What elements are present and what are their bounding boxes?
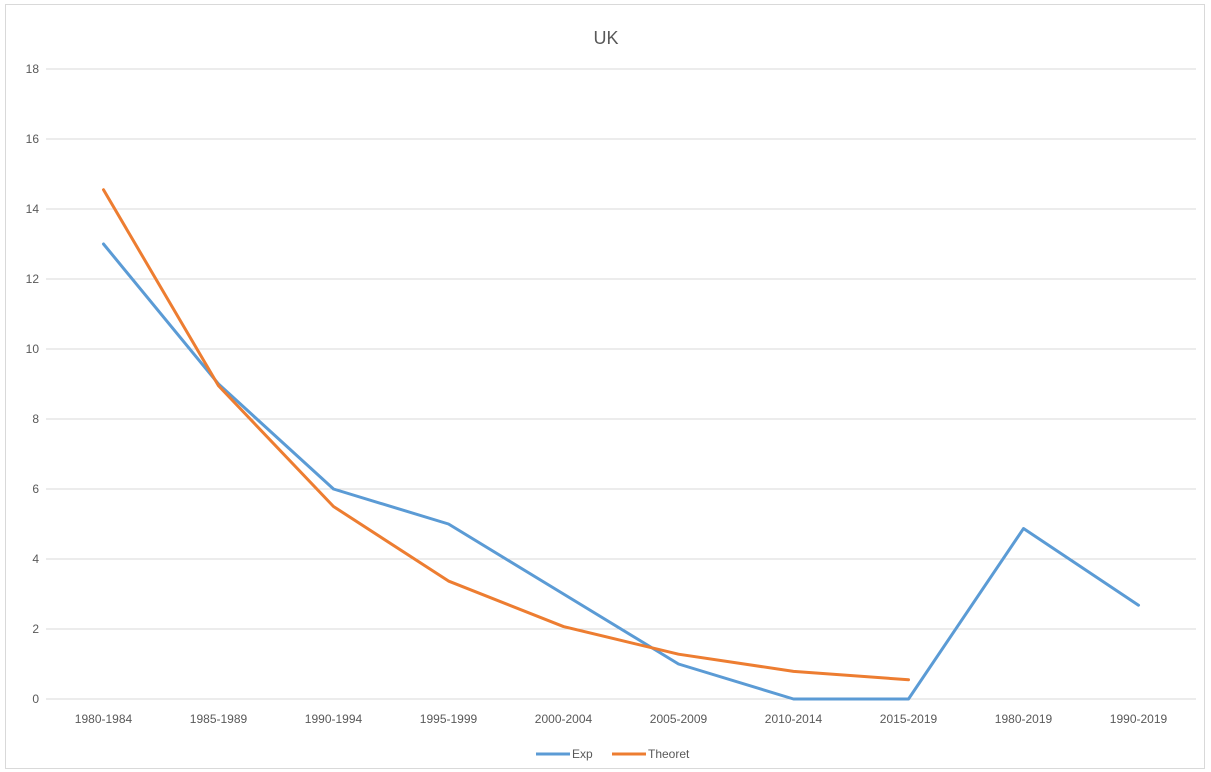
y-tick-label: 14	[26, 202, 40, 216]
data-point-exp	[447, 523, 449, 525]
x-tick-label: 1980-1984	[75, 712, 133, 726]
data-point-exp	[1022, 527, 1024, 529]
data-point-exp	[907, 698, 909, 700]
data-point-theoret	[217, 385, 219, 387]
x-tick-label: 1980-2019	[995, 712, 1053, 726]
x-tick-label: 2005-2009	[650, 712, 708, 726]
y-tick-label: 0	[32, 692, 39, 706]
legend-label-theoret: Theoret	[648, 747, 690, 761]
y-tick-label: 8	[32, 412, 39, 426]
y-tick-label: 16	[26, 132, 40, 146]
data-point-exp	[332, 488, 334, 490]
data-point-theoret	[792, 670, 794, 672]
data-point-theoret	[677, 653, 679, 655]
chart-frame: UK 0 2 4 6 8 10 12 14 16 18 1980-1984 1985-1989 199…	[5, 4, 1205, 769]
grid-layer	[46, 68, 1196, 700]
data-point-theoret	[102, 189, 104, 191]
series-line-exp	[102, 242, 1140, 701]
chart-title: UK	[593, 28, 618, 48]
data-point-exp	[102, 243, 104, 245]
series-line-theoret	[102, 188, 910, 682]
y-tick-label: 12	[26, 272, 40, 286]
data-point-exp	[792, 698, 794, 700]
x-tick-label: 1990-1994	[305, 712, 363, 726]
data-point-theoret	[907, 679, 909, 681]
y-axis-ticks: 0 2 4 6 8 10 12 14 16 18	[26, 62, 40, 706]
x-tick-label: 2015-2019	[880, 712, 938, 726]
data-point-theoret	[332, 505, 334, 507]
x-axis-ticks: 1980-1984 1985-1989 1990-1994 1995-1999 2000…	[75, 712, 1168, 726]
x-tick-label: 2000-2004	[535, 712, 593, 726]
data-point-exp	[677, 663, 679, 665]
data-point-exp	[562, 593, 564, 595]
x-tick-label: 2010-2014	[765, 712, 823, 726]
legend-label-exp: Exp	[572, 747, 593, 761]
y-tick-label: 4	[32, 552, 39, 566]
data-point-theoret	[447, 580, 449, 582]
legend: Exp Theoret	[536, 747, 690, 761]
x-tick-label: 1990-2019	[1110, 712, 1168, 726]
y-tick-label: 10	[26, 342, 40, 356]
y-tick-label: 6	[32, 482, 39, 496]
y-tick-label: 18	[26, 62, 40, 76]
data-point-theoret	[562, 625, 564, 627]
x-tick-label: 1995-1999	[420, 712, 478, 726]
x-tick-label: 1985-1989	[190, 712, 248, 726]
series-layer	[102, 188, 1140, 701]
y-tick-label: 2	[32, 622, 39, 636]
data-point-exp	[1137, 604, 1139, 606]
chart-svg: UK 0 2 4 6 8 10 12 14 16 18 1980-1984 1985-1989 199…	[26, 28, 1196, 761]
